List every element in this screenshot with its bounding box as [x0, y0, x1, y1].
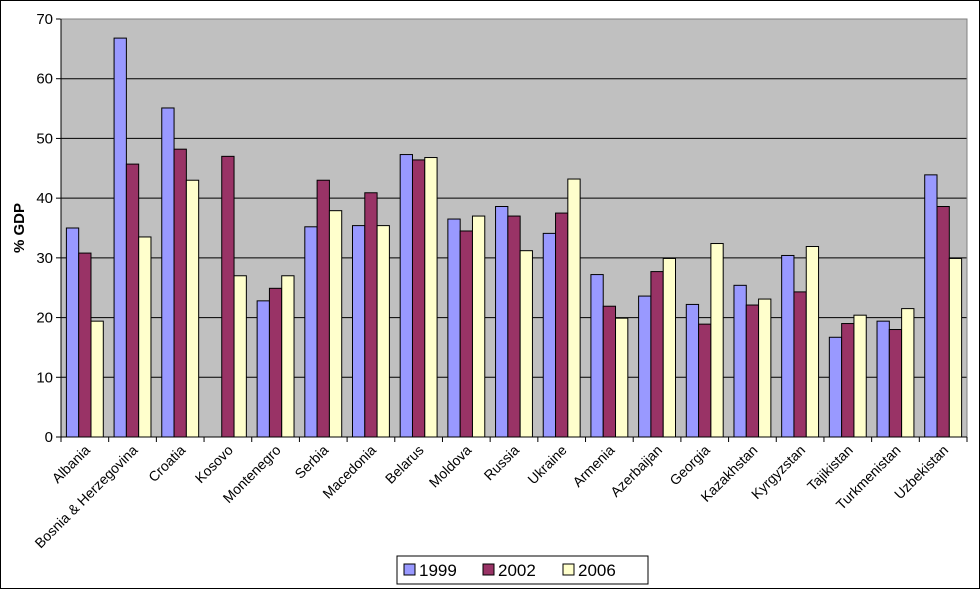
bar-2006-tajikistan	[854, 315, 866, 437]
bar-2002-moldova	[460, 231, 472, 437]
bar-1999-bosnia-herzegovina	[114, 38, 126, 437]
legend: 1999 2002 2006	[397, 556, 648, 584]
y-tick-label: 30	[36, 250, 53, 267]
legend-swatch-2002	[483, 564, 494, 575]
bar-1999-armenia	[591, 275, 603, 437]
y-tick-label: 70	[36, 11, 53, 28]
bar-2006-kazakhstan	[759, 299, 771, 437]
bar-1999-ukraine	[543, 233, 555, 437]
y-tick-label: 40	[36, 190, 53, 207]
x-category-label: Azerbaijan	[607, 442, 665, 500]
bar-2006-serbia	[329, 211, 341, 437]
bar-2002-azerbaijan	[651, 272, 663, 437]
y-tick-label: 10	[36, 369, 53, 386]
bar-1999-montenegro	[257, 301, 269, 437]
x-category-label: Kosovo	[192, 442, 236, 486]
legend-swatch-2006	[563, 564, 574, 575]
bar-2002-uzbekistan	[937, 207, 949, 437]
bar-2006-armenia	[616, 318, 628, 437]
bar-1999-kazakhstan	[734, 285, 746, 437]
x-category-label: Belarus	[382, 442, 427, 487]
bar-2006-croatia	[186, 180, 198, 437]
y-axis-label: % GDP	[11, 203, 28, 253]
bar-2006-kyrgyzstan	[806, 247, 818, 437]
bar-2002-georgia	[699, 324, 711, 437]
y-tick-label: 60	[36, 71, 53, 88]
x-category-label: Russia	[481, 442, 523, 484]
bar-1999-russia	[496, 207, 508, 437]
bar-2006-albania	[91, 321, 103, 437]
bar-2006-bosnia-herzegovina	[139, 237, 151, 437]
bar-2006-kosovo	[234, 276, 246, 437]
bar-2002-montenegro	[269, 288, 281, 437]
legend-label-2002: 2002	[498, 561, 536, 580]
bar-2006-russia	[520, 251, 532, 437]
bar-1999-turkmenistan	[877, 321, 889, 437]
bar-1999-azerbaijan	[639, 296, 651, 437]
bar-1999-macedonia	[352, 226, 364, 437]
bar-2002-macedonia	[365, 193, 377, 437]
y-tick-label: 50	[36, 130, 53, 147]
bar-2002-kosovo	[222, 156, 234, 437]
bar-2002-bosnia-herzegovina	[126, 164, 138, 437]
x-category-label: Croatia	[145, 442, 188, 485]
x-category-label: Albania	[49, 442, 93, 486]
bar-2002-kyrgyzstan	[794, 292, 806, 437]
bar-2006-belarus	[425, 158, 437, 437]
bar-2006-georgia	[711, 244, 723, 437]
x-category-label: Ukraine	[524, 442, 570, 488]
bar-2002-russia	[508, 216, 520, 437]
bar-2006-turkmenistan	[902, 309, 914, 437]
bar-2002-tajikistan	[842, 324, 854, 437]
bar-1999-serbia	[305, 227, 317, 437]
bar-2002-serbia	[317, 180, 329, 437]
bar-2002-croatia	[174, 149, 186, 437]
bar-1999-croatia	[162, 108, 174, 437]
bar-1999-moldova	[448, 219, 460, 437]
bar-2006-macedonia	[377, 226, 389, 437]
bar-2002-ukraine	[556, 213, 568, 437]
x-category-label: Georgia	[666, 442, 713, 489]
x-category-label: Serbia	[291, 442, 331, 482]
bar-2006-montenegro	[282, 276, 294, 437]
bar-1999-belarus	[400, 155, 412, 437]
bar-1999-georgia	[686, 304, 698, 437]
y-tick-label: 0	[45, 429, 53, 446]
x-category-label: Armenia	[569, 442, 617, 490]
bar-1999-uzbekistan	[925, 175, 937, 437]
y-tick-label: 20	[36, 310, 53, 327]
y-tick-labels: 0 10 20 30 40 50 60 70	[36, 11, 53, 446]
x-category-label: Moldova	[426, 442, 475, 491]
bar-1999-kyrgyzstan	[782, 255, 794, 437]
bar-2006-uzbekistan	[949, 258, 961, 437]
bar-1999-tajikistan	[829, 337, 841, 437]
bar-2002-armenia	[603, 306, 615, 437]
bar-2006-moldova	[472, 216, 484, 437]
bar-2006-azerbaijan	[663, 258, 675, 437]
bar-1999-albania	[66, 228, 78, 437]
bar-2002-albania	[79, 253, 91, 437]
bar-2002-belarus	[412, 160, 424, 437]
bar-2002-kazakhstan	[746, 305, 758, 437]
legend-label-2006: 2006	[578, 561, 616, 580]
legend-label-1999: 1999	[419, 561, 457, 580]
legend-swatch-1999	[404, 564, 415, 575]
bar-2002-turkmenistan	[889, 330, 901, 437]
bar-2006-ukraine	[568, 179, 580, 437]
